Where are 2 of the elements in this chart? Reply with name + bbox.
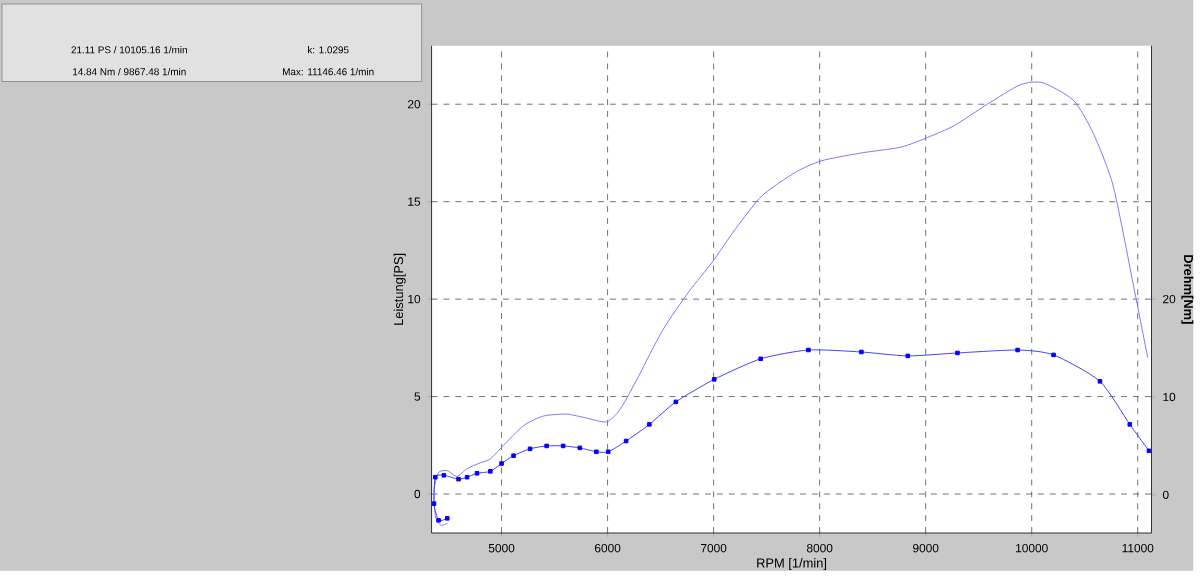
line-series [431,347,1152,523]
line-series [433,81,1149,526]
